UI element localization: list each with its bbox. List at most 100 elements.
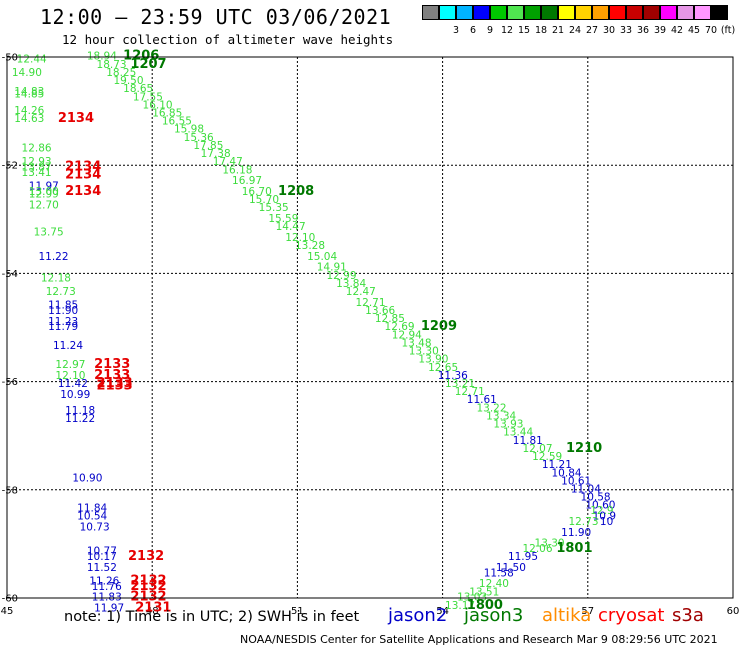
wave-height-value: 10.17 bbox=[87, 551, 117, 563]
pass-time-label: 2132 bbox=[128, 549, 164, 564]
legend-label: 12 bbox=[500, 25, 514, 36]
legend-swatch bbox=[558, 5, 575, 20]
lon-tick-label: 57 bbox=[581, 606, 594, 617]
legend-label: 27 bbox=[585, 25, 599, 36]
pass-time-label: 2134 bbox=[65, 168, 101, 183]
map-frame bbox=[6, 56, 734, 599]
legend-label: 15 bbox=[517, 25, 531, 36]
legend-label: 21 bbox=[551, 25, 565, 36]
lat-tick-label: -54 bbox=[2, 269, 18, 280]
legend-label: 45 bbox=[687, 25, 701, 36]
wave-height-value: 11.18 bbox=[65, 405, 95, 417]
wave-height-value: 17.85 bbox=[193, 140, 223, 152]
wave-height-value: 11.90 bbox=[48, 305, 78, 317]
legend-label: 39 bbox=[653, 25, 667, 36]
legend-label: 9 bbox=[486, 25, 494, 36]
legend-swatch bbox=[490, 5, 507, 20]
legend-swatch bbox=[456, 5, 473, 20]
wave-height-value: 13.30 bbox=[409, 346, 439, 358]
lon-tick-label: 54 bbox=[436, 606, 449, 617]
legend-swatch bbox=[507, 5, 524, 20]
lon-tick-label: 60 bbox=[727, 606, 740, 617]
wave-height-value: 11.95 bbox=[508, 551, 538, 563]
wave-height-value: 12.97 bbox=[55, 359, 85, 371]
lon-tick-label: 48 bbox=[146, 606, 159, 617]
legend-label: 24 bbox=[568, 25, 582, 36]
wave-height-value: 12.9 bbox=[590, 505, 613, 517]
legend-swatch bbox=[609, 5, 626, 20]
lat-tick-label: -60 bbox=[2, 594, 18, 605]
wave-height-value: 14.90 bbox=[12, 67, 42, 79]
wave-height-value: 12.73 bbox=[46, 286, 76, 298]
lat-tick-label: -50 bbox=[2, 53, 18, 64]
wave-height-value: 12.40 bbox=[479, 578, 509, 590]
pass-time-label: 2133 bbox=[97, 379, 133, 394]
wave-height-value: 12.99 bbox=[326, 270, 356, 282]
wave-height-value: 10.54 bbox=[77, 511, 107, 523]
wave-height-value: 12.59 bbox=[532, 451, 562, 463]
page-title: 12:00 — 23:59 UTC 03/06/2021 bbox=[40, 5, 392, 29]
wave-height-value: 12.10 bbox=[55, 370, 85, 382]
legend-label: (ft) bbox=[720, 25, 736, 36]
pass-time-label: 2132 bbox=[130, 579, 166, 594]
lon-tick-label: 51 bbox=[291, 606, 304, 617]
wave-height-value: 10 bbox=[600, 516, 613, 528]
wave-height-value: 12.18 bbox=[41, 273, 71, 285]
wave-height-value: 16.85 bbox=[152, 108, 182, 120]
pass-time-label: 2133 bbox=[94, 357, 130, 372]
map-axis-ticks: 45 48 51 54 57 60 -50 -52 -54 -56 -58 -60 bbox=[1, 53, 740, 618]
legend-swatch bbox=[711, 5, 728, 20]
wave-height-value: 13.17 bbox=[445, 600, 475, 612]
wave-height-value: 16.97 bbox=[232, 175, 262, 187]
wave-height-value: 13.90 bbox=[418, 354, 448, 366]
legend-swatch bbox=[422, 5, 439, 20]
wave-height-value: 10.73 bbox=[80, 521, 110, 533]
wave-height-value: 15.98 bbox=[174, 124, 204, 136]
legend-swatch bbox=[473, 5, 490, 20]
wave-height-value: 10.61 bbox=[561, 475, 591, 487]
legend-swatch bbox=[575, 5, 592, 20]
wave-height-value: 12.70 bbox=[29, 199, 59, 211]
legend-swatch bbox=[541, 5, 558, 20]
wave-height-value: 13.30 bbox=[535, 538, 565, 550]
legend-swatch bbox=[694, 5, 711, 20]
legend-swatch bbox=[592, 5, 609, 20]
wave-height-value: 11.42 bbox=[58, 378, 88, 390]
wave-height-value: 11.22 bbox=[38, 251, 68, 263]
wave-height-value: 14.47 bbox=[276, 221, 306, 233]
wave-height-value: 11.84 bbox=[77, 502, 107, 514]
wave-height-value: 10.99 bbox=[60, 389, 90, 401]
wave-height-value: 12.44 bbox=[17, 53, 47, 65]
wave-height-value: 10.9 bbox=[593, 511, 616, 523]
wave-height-value: 11.61 bbox=[467, 394, 497, 406]
wave-height-value: 11.50 bbox=[496, 562, 526, 574]
wave-height-value: 11.76 bbox=[92, 581, 122, 593]
wave-height-value: 16.18 bbox=[222, 164, 252, 176]
wave-height-value: 15.36 bbox=[184, 132, 214, 144]
legend-swatch bbox=[626, 5, 643, 20]
satellite-name-altika: altika bbox=[542, 605, 592, 626]
wave-height-value: 11.97 bbox=[29, 181, 59, 193]
wave-height-value: 14.63 bbox=[14, 113, 44, 125]
wave-height-value: 11.52 bbox=[87, 562, 117, 574]
wave-height-value: 19.50 bbox=[113, 75, 143, 87]
satellite-name-cryosat: cryosat bbox=[598, 605, 665, 626]
pass-time-label: 1209 bbox=[421, 319, 457, 334]
legend-swatch bbox=[439, 5, 456, 20]
wave-height-value: 14.85 bbox=[14, 89, 44, 101]
page-subtitle: 12 hour collection of altimeter wave hei… bbox=[62, 32, 394, 47]
legend-swatch bbox=[677, 5, 694, 20]
pass-time-label: 1206 bbox=[123, 49, 159, 64]
wave-height-value: 11.24 bbox=[53, 340, 83, 352]
wave-height-value: 12.86 bbox=[22, 143, 52, 155]
wave-height-value: 14.91 bbox=[317, 262, 347, 274]
pass-time-label: 2133 bbox=[94, 368, 130, 383]
note-text: note: 1) Time is in UTC; 2) SWH is in fe… bbox=[64, 609, 360, 625]
wave-height-value: 13.75 bbox=[34, 227, 64, 239]
wave-height-value: 12.07 bbox=[522, 443, 552, 455]
wave-height-value: 16.70 bbox=[242, 186, 272, 198]
wave-height-value: 12.94 bbox=[392, 329, 422, 341]
wave-height-value: 11.23 bbox=[48, 316, 78, 328]
wave-height-value: 14.26 bbox=[14, 105, 44, 117]
